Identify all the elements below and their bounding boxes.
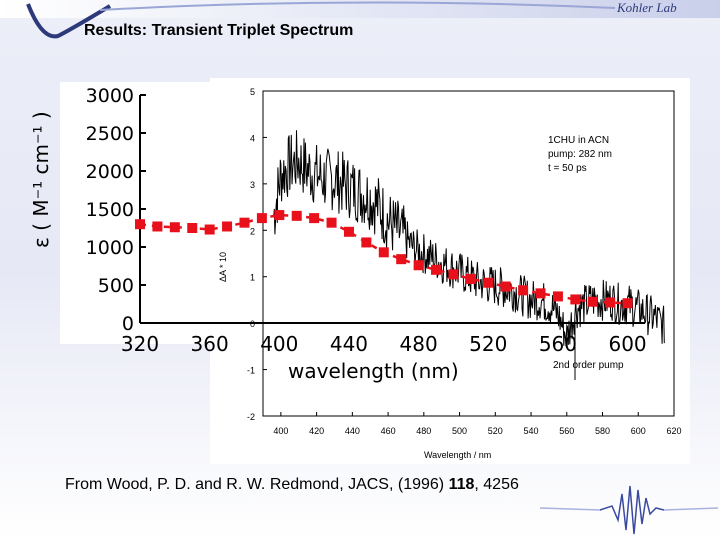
- epsilon-x-tick-label: 560: [539, 332, 577, 356]
- transient-x-tick-label: 520: [488, 426, 503, 436]
- epsilon-x-tick-label: 520: [469, 332, 507, 356]
- epsilon-x-tick-label: 600: [608, 332, 646, 356]
- epsilon-point: [587, 296, 598, 307]
- transient-x-tick-label: 420: [309, 426, 324, 436]
- epsilon-point: [396, 254, 407, 265]
- epsilon-point: [204, 224, 215, 235]
- epsilon-point: [187, 223, 198, 233]
- epsilon-point: [413, 260, 424, 271]
- epsilon-point: [291, 210, 302, 221]
- transient-y-tick-label: 2: [250, 226, 255, 236]
- epsilon-point: [552, 291, 563, 302]
- epsilon-y-tick-label: 3000: [86, 85, 134, 107]
- annotation-line-1: 1CHU in ACN: [548, 135, 609, 146]
- transient-x-tick-label: 440: [345, 426, 360, 436]
- annotation-line-2: pump: 282 nm: [548, 149, 612, 160]
- epsilon-point: [169, 222, 180, 233]
- epsilon-x-tick-label: 320: [121, 332, 159, 356]
- epsilon-y-tick-label: 1500: [86, 199, 134, 221]
- epsilon-point: [222, 221, 233, 232]
- epsilon-point: [239, 217, 250, 228]
- epsilon-point: [448, 269, 459, 280]
- epsilon-point: [361, 237, 372, 248]
- epsilon-point: [535, 288, 546, 299]
- epsilon-y-tick-label: 1000: [86, 237, 134, 259]
- waveform-decoration-icon: [539, 485, 719, 535]
- citation-text: From Wood, P. D. and R. W. Redmond, JACS…: [65, 476, 449, 493]
- epsilon-point: [605, 297, 616, 308]
- transient-y-tick-label: -1: [247, 366, 255, 376]
- epsilon-y-tick-label: 2500: [86, 123, 134, 145]
- epsilon-x-axis-title: wavelength (nm): [288, 359, 459, 383]
- citation: From Wood, P. D. and R. W. Redmond, JACS…: [65, 476, 519, 494]
- epsilon-point: [570, 294, 581, 305]
- epsilon-point: [309, 213, 320, 224]
- epsilon-x-tick-label: 480: [400, 332, 438, 356]
- lab-name: Kohler Lab: [617, 0, 677, 15]
- epsilon-x-tick-label: 440: [330, 332, 368, 356]
- epsilon-y-axis-title: ε ( M⁻¹ cm⁻¹ ): [29, 111, 53, 248]
- epsilon-point: [343, 226, 354, 237]
- epsilon-point: [465, 273, 476, 284]
- transient-x-tick-label: 460: [381, 426, 396, 436]
- transient-y-tick-label: 1: [250, 273, 255, 283]
- transient-y-tick-label: 0: [250, 319, 255, 329]
- transient-x-tick-label: 540: [524, 426, 539, 436]
- epsilon-x-tick-label: 400: [260, 332, 298, 356]
- epsilon-point: [518, 285, 529, 296]
- transient-y-tick-label: 3: [250, 180, 255, 190]
- epsilon-point: [274, 210, 285, 221]
- epsilon-point: [135, 219, 145, 230]
- epsilon-point: [326, 217, 337, 228]
- transient-trace: [273, 130, 665, 347]
- logo-swoosh-line-icon: [99, 1, 616, 11]
- transient-x-tick-label: 600: [631, 426, 646, 436]
- transient-x-tick-label: 560: [559, 426, 574, 436]
- epsilon-y-tick-label: 500: [98, 275, 134, 297]
- epsilon-point: [378, 247, 389, 258]
- epsilon-point: [500, 281, 511, 292]
- citation-pages: , 4256: [474, 476, 519, 493]
- transient-y-axis-title: ΔA * 10: [218, 252, 228, 282]
- slide-title: Results: Transient Triplet Spectrum: [84, 22, 354, 39]
- transient-x-tick-label: 620: [666, 426, 681, 436]
- transient-x-tick-label: 580: [595, 426, 610, 436]
- epsilon-y-tick-label: 0: [122, 313, 134, 335]
- transient-x-tick-label: 500: [452, 426, 467, 436]
- transient-y-tick-label: -2: [247, 412, 255, 422]
- annotation-line-3: t = 50 ps: [548, 163, 587, 174]
- logo-swoosh-icon: [26, 3, 112, 39]
- epsilon-point: [256, 213, 267, 224]
- epsilon-y-tick-label: 2000: [86, 161, 134, 183]
- epsilon-point: [152, 221, 163, 232]
- epsilon-x-tick-label: 360: [191, 332, 229, 356]
- transient-plot-frame: [262, 90, 675, 417]
- transient-x-tick-label: 400: [273, 426, 288, 436]
- transient-x-tick-label: 480: [416, 426, 431, 436]
- pump-label: 2nd order pump: [553, 360, 624, 371]
- epsilon-point: [483, 277, 494, 288]
- transient-y-tick-label: 5: [250, 87, 255, 97]
- citation-volume: 118: [448, 476, 475, 493]
- epsilon-point: [431, 264, 442, 275]
- transient-x-axis-title: Wavelength / nm: [424, 450, 491, 460]
- epsilon-plot-panel: [60, 82, 212, 344]
- transient-y-tick-label: 4: [250, 133, 255, 143]
- epsilon-point: [622, 298, 633, 309]
